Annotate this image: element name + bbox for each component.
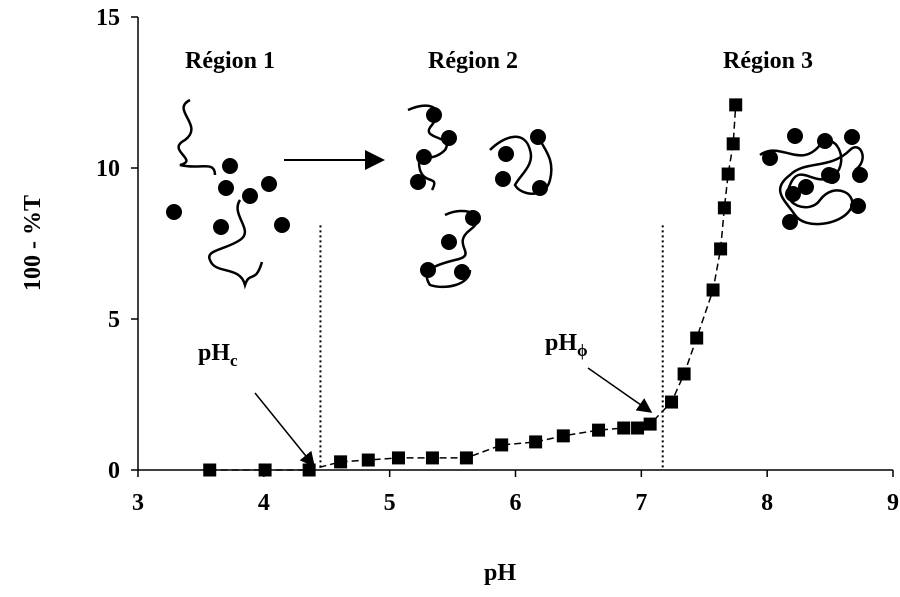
data-point xyxy=(334,455,348,469)
annotation-sub: c xyxy=(230,351,238,370)
data-point xyxy=(556,429,570,443)
x-tick-label: 5 xyxy=(384,490,396,516)
data-point xyxy=(717,201,731,215)
x-axis-label: pH xyxy=(484,560,516,586)
y-tick-label: 10 xyxy=(96,156,120,182)
annotation: pHϕ xyxy=(545,330,588,360)
y-tick-label: 0 xyxy=(108,458,120,484)
data-point xyxy=(529,435,543,449)
x-tick-label: 7 xyxy=(635,490,647,516)
polymer-cartoon xyxy=(166,98,868,290)
data-point xyxy=(643,417,657,431)
data-point xyxy=(690,331,704,345)
annotation: Région 3 xyxy=(723,48,813,74)
x-tick-label: 4 xyxy=(258,490,270,516)
data-point xyxy=(706,283,720,297)
y-tick-label: 15 xyxy=(96,5,120,31)
data-point xyxy=(677,367,691,381)
data-point xyxy=(726,137,740,151)
annotation-sub: ϕ xyxy=(577,341,588,360)
data-point xyxy=(459,451,473,465)
annotation: Région 1 xyxy=(185,48,275,74)
data-point xyxy=(721,167,735,181)
x-tick-label: 8 xyxy=(761,490,773,516)
annotation: pHc xyxy=(198,340,238,370)
data-point xyxy=(203,463,217,477)
x-tick-label: 3 xyxy=(132,490,144,516)
annotation-text: pH xyxy=(545,330,577,356)
x-tick-label: 9 xyxy=(887,490,899,516)
annotation: Région 2 xyxy=(428,48,518,74)
data-point xyxy=(495,438,509,452)
data-point xyxy=(258,463,272,477)
y-axis-label: 100 - %T xyxy=(20,195,46,291)
annotation-text: pH xyxy=(198,340,230,366)
x-tick-label: 6 xyxy=(510,490,522,516)
data-point xyxy=(302,463,316,477)
data-point xyxy=(617,421,631,435)
data-point xyxy=(714,242,728,256)
data-point xyxy=(425,451,439,465)
data-point xyxy=(729,98,743,112)
arrows xyxy=(254,150,653,468)
data-point xyxy=(592,423,606,437)
data-point xyxy=(361,453,375,467)
data-point xyxy=(631,421,645,435)
y-tick-label: 5 xyxy=(108,307,120,333)
data-point xyxy=(665,395,679,409)
data-point xyxy=(391,451,405,465)
